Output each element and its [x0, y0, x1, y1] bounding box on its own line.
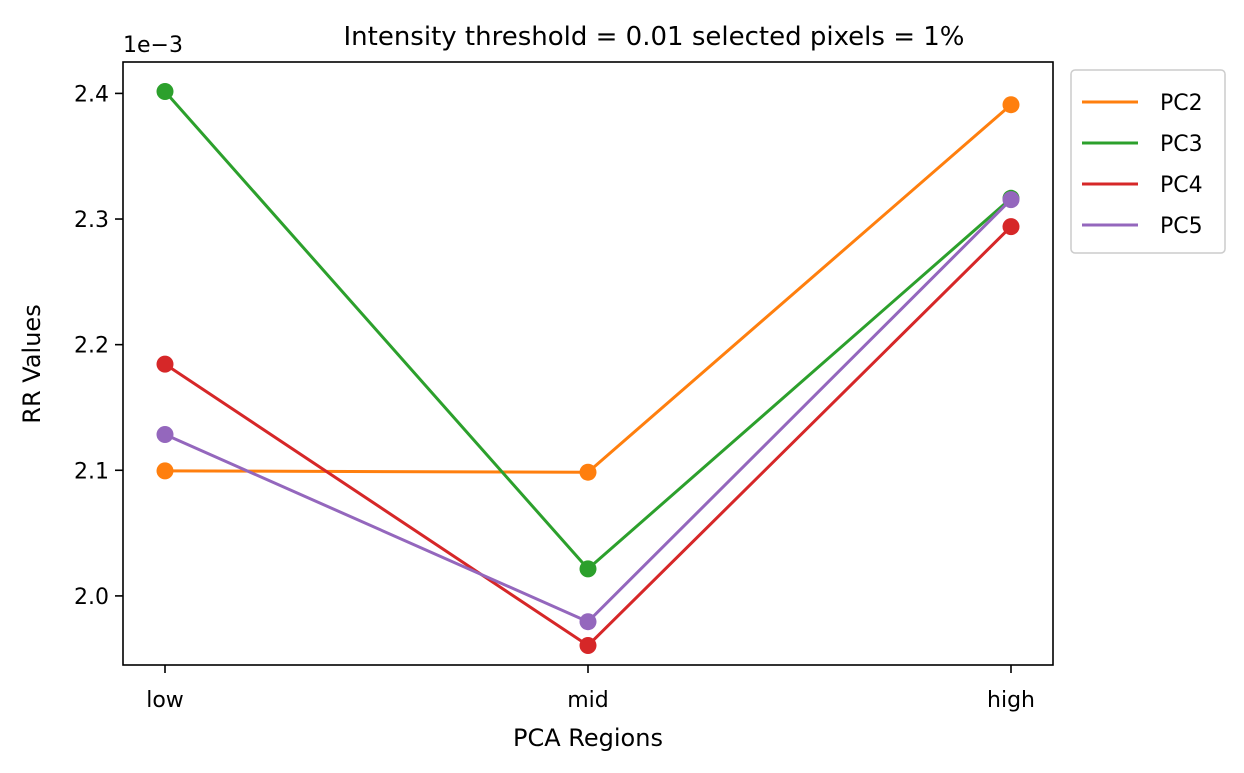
axis-ticks: 2.0 2.1 2.2 2.3 2.4 low mid high — [74, 82, 1035, 713]
legend-label-pc2: PC2 — [1160, 91, 1203, 116]
y-axis-offset-label: 1e−3 — [123, 33, 183, 58]
x-tick-label-high: high — [987, 688, 1035, 713]
data-point-pc4-high — [1002, 218, 1020, 236]
chart-title: Intensity threshold = 0.01 selected pixe… — [343, 22, 964, 52]
plot-frame — [122, 61, 1054, 666]
series-pc5 — [156, 191, 1020, 631]
data-point-pc2-low — [156, 462, 174, 480]
legend-box — [1070, 69, 1226, 254]
y-tick-label: 2.2 — [74, 334, 109, 359]
data-point-pc5-high — [1002, 191, 1020, 209]
data-point-pc4-mid — [579, 637, 597, 654]
series-pc4 — [156, 218, 1020, 654]
y-tick-label: 2.4 — [74, 82, 109, 107]
series-pc2 — [156, 96, 1020, 481]
legend-label-pc3: PC3 — [1160, 132, 1203, 157]
legend-label-pc4: PC4 — [1160, 173, 1203, 198]
y-tick-label: 2.3 — [74, 208, 109, 233]
data-point-pc5-mid — [579, 613, 597, 631]
x-tick-label-low: low — [146, 688, 184, 713]
plot-area — [156, 83, 1020, 654]
y-tick-label: 2.1 — [74, 459, 109, 484]
data-point-pc2-high — [1002, 96, 1020, 114]
data-point-pc4-low — [156, 355, 174, 373]
data-point-pc3-low — [156, 83, 174, 100]
legend: PC2 PC3 PC4 PC5 — [1070, 69, 1226, 254]
x-tick-label-mid: mid — [567, 688, 609, 713]
y-tick-label: 2.0 — [74, 585, 109, 610]
data-point-pc5-low — [156, 426, 174, 443]
data-point-pc3-mid — [579, 560, 597, 578]
x-axis-label: PCA Regions — [513, 724, 663, 752]
y-axis-label: RR Values — [18, 304, 46, 423]
data-point-pc2-mid — [579, 463, 597, 481]
legend-label-pc5: PC5 — [1160, 214, 1203, 239]
